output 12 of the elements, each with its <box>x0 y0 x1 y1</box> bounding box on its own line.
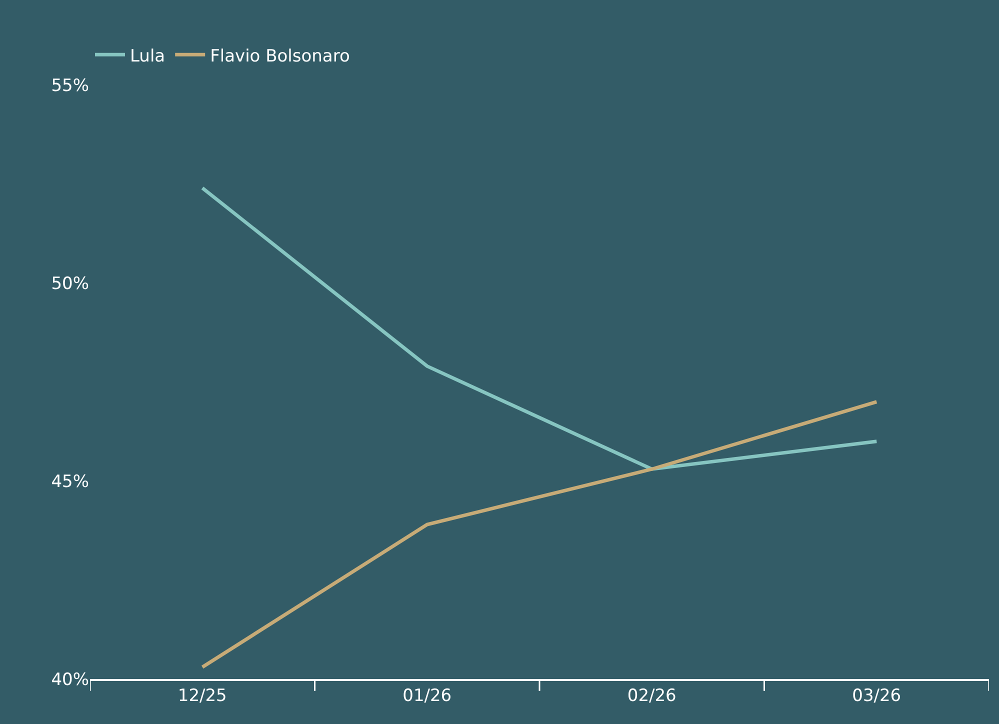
y-tick-label: 40% <box>51 670 89 690</box>
x-tick-label: 01/26 <box>402 686 452 706</box>
legend-label: Flavio Bolsonaro <box>210 46 350 66</box>
x-tick-label: 03/26 <box>852 686 902 706</box>
line-series <box>200 186 878 471</box>
x-tick-label: 12/25 <box>178 686 227 706</box>
y-tick-label: 45% <box>51 472 89 492</box>
x-tick-label: 02/26 <box>627 686 676 706</box>
y-tick-label: 55% <box>51 76 89 96</box>
y-tick-label: 50% <box>51 274 89 294</box>
line-series <box>200 400 878 669</box>
legend-label: Lula <box>130 46 166 66</box>
